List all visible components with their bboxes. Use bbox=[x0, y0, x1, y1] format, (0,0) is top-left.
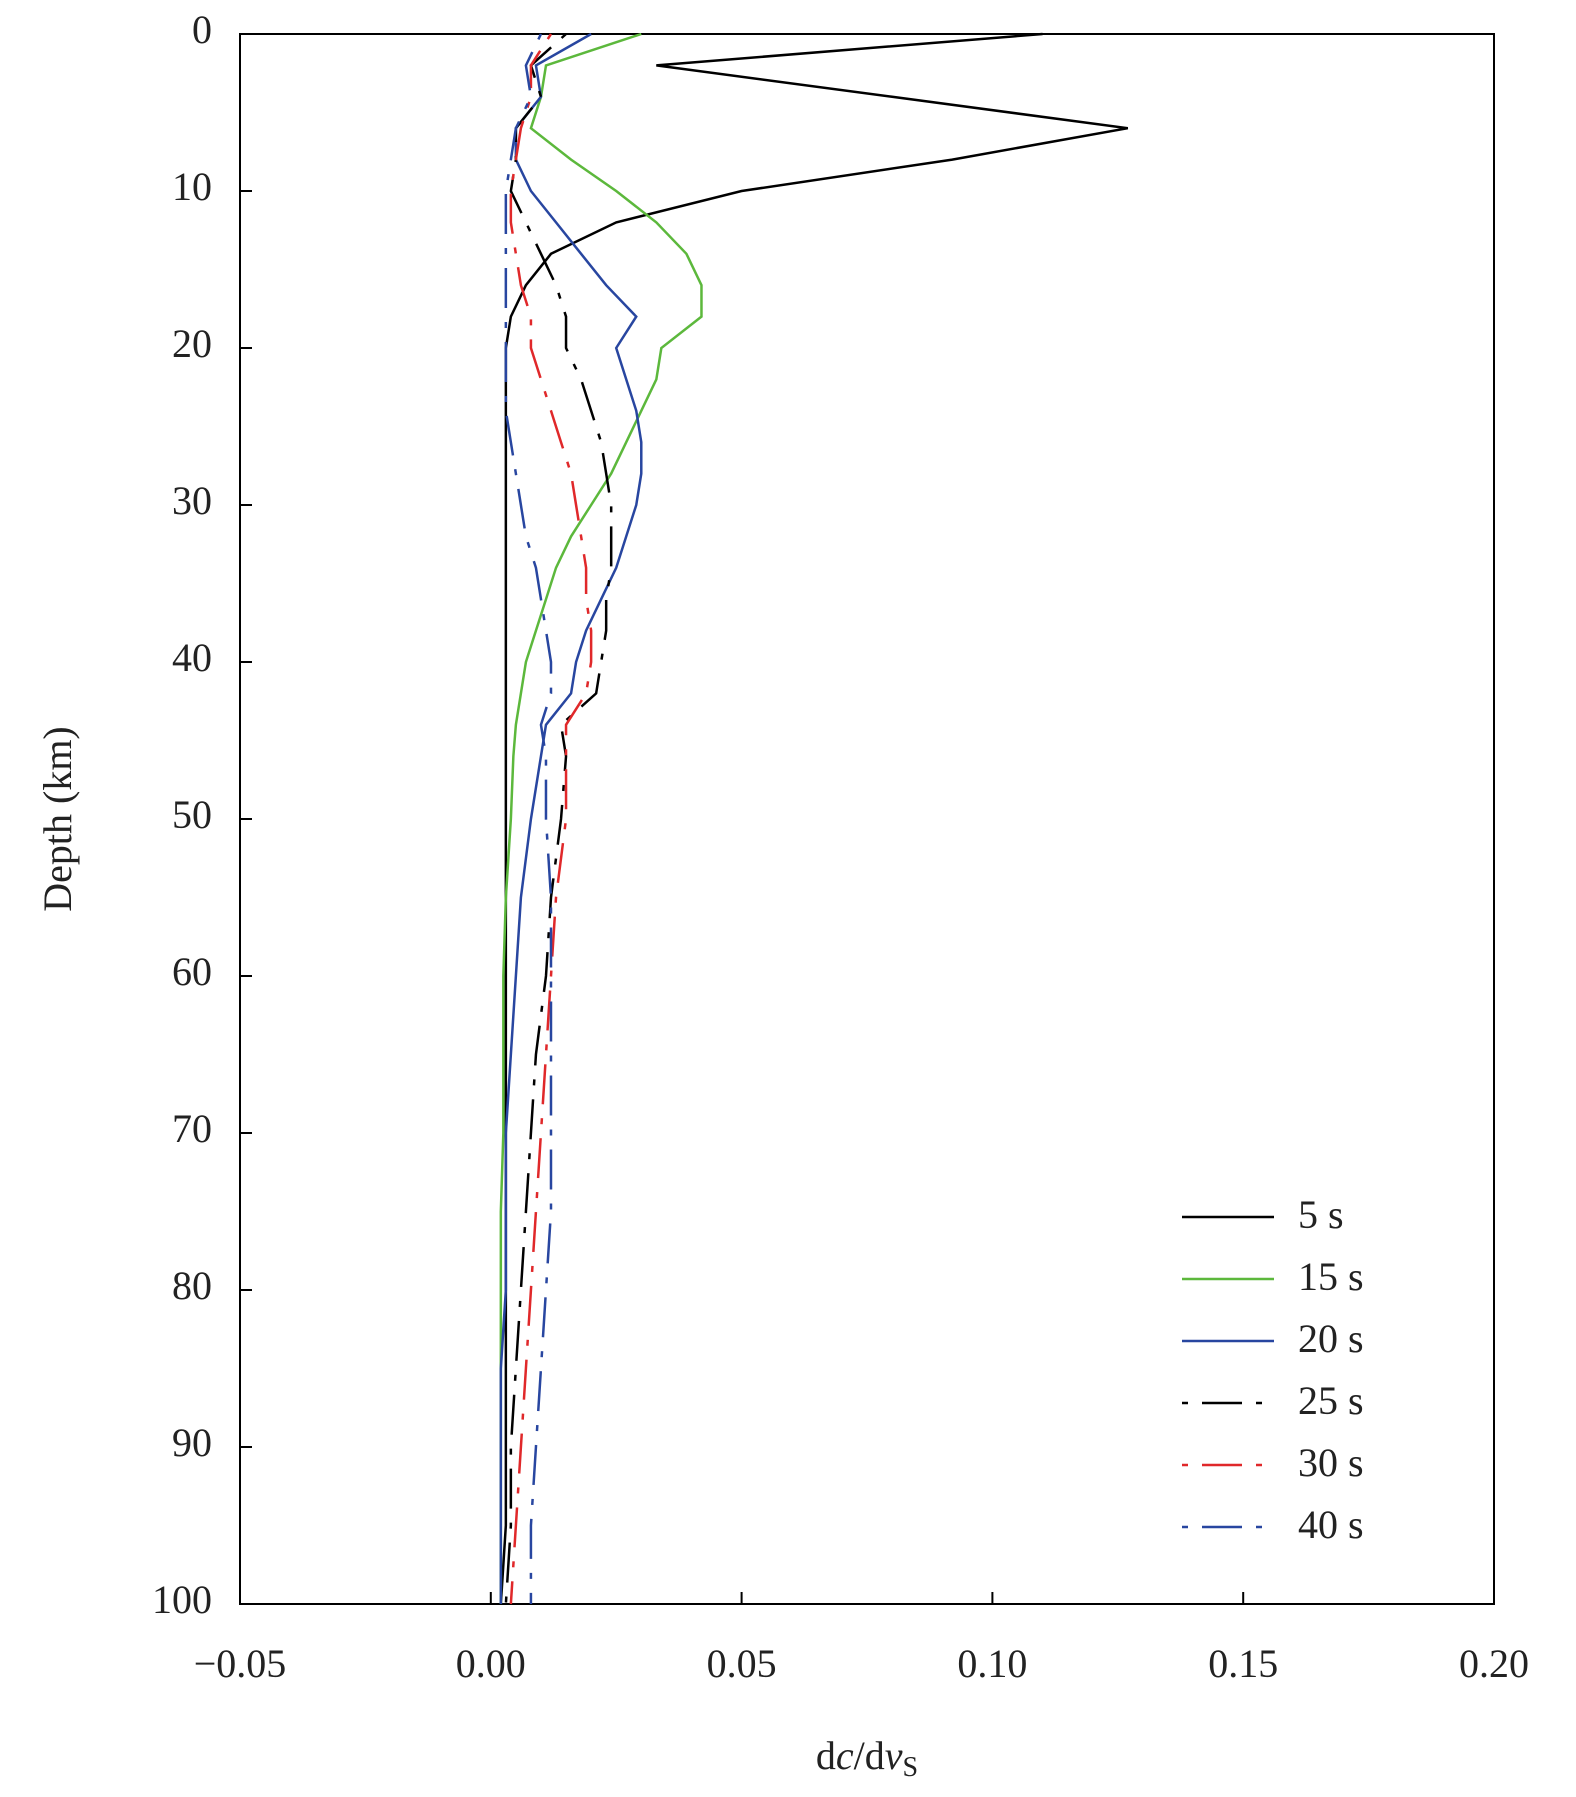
legend-label: 40 s bbox=[1298, 1502, 1364, 1547]
y-tick-label: 40 bbox=[172, 635, 212, 680]
x-axis-label-part: c bbox=[836, 1733, 854, 1778]
x-tick-label: 0.10 bbox=[957, 1641, 1027, 1686]
x-axis-label-part: v bbox=[885, 1733, 903, 1778]
y-axis-label: Depth (km) bbox=[35, 726, 80, 912]
legend-label: 20 s bbox=[1298, 1316, 1364, 1361]
x-tick-label: 0.20 bbox=[1459, 1641, 1529, 1686]
legend-label: 30 s bbox=[1298, 1440, 1364, 1485]
plot-frame bbox=[239, 33, 1495, 1605]
x-tick-label: −0.05 bbox=[194, 1641, 287, 1686]
y-tick-label: 30 bbox=[172, 478, 212, 523]
y-tick-label: 50 bbox=[172, 792, 212, 837]
series-line bbox=[499, 32, 703, 1604]
y-tick-label: 70 bbox=[172, 1106, 212, 1151]
x-tick-label: 0.15 bbox=[1208, 1641, 1278, 1686]
x-tick-label: 0.00 bbox=[456, 1641, 526, 1686]
legend-label: 15 s bbox=[1298, 1254, 1364, 1299]
series-line bbox=[499, 32, 643, 1604]
y-tick-label: 80 bbox=[172, 1263, 212, 1308]
y-tick-label: 0 bbox=[192, 7, 212, 52]
x-axis-label-part: /d bbox=[854, 1733, 885, 1778]
series-line bbox=[504, 33, 613, 1605]
x-axis-label: dc/dvS bbox=[816, 1733, 918, 1783]
legend-label: 25 s bbox=[1298, 1378, 1364, 1423]
legend-label: 5 s bbox=[1298, 1192, 1344, 1237]
y-tick-label: 10 bbox=[172, 164, 212, 209]
y-tick-label: 90 bbox=[172, 1420, 212, 1465]
series-line bbox=[504, 33, 553, 1604]
x-axis-label-part: d bbox=[816, 1733, 836, 1778]
y-tick-label: 100 bbox=[152, 1577, 212, 1622]
y-tick-label: 20 bbox=[172, 321, 212, 366]
x-tick-label: 0.05 bbox=[707, 1641, 777, 1686]
y-tick-label: 60 bbox=[172, 949, 212, 994]
series-line bbox=[509, 33, 593, 1605]
x-axis-label-part: S bbox=[903, 1752, 919, 1783]
